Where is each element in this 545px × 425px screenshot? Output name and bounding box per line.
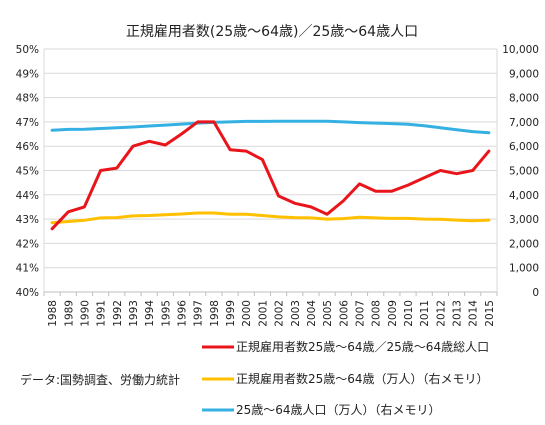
x-tick-label: 1988 <box>47 300 59 327</box>
x-tick-label: 1995 <box>160 300 172 327</box>
x-tick-label: 2011 <box>419 300 431 327</box>
x-tick-label: 1989 <box>63 300 75 327</box>
grid <box>44 48 497 293</box>
x-tick-label: 1999 <box>225 300 237 327</box>
x-tick-label: 2013 <box>452 300 464 327</box>
x-tick-label: 1993 <box>128 300 140 327</box>
plot-lines <box>50 119 491 231</box>
x-tick-label: 2005 <box>322 300 334 327</box>
x-tick-label: 1992 <box>112 300 124 327</box>
y-left-tick-label: 42% <box>16 238 39 250</box>
x-tick-label: 1997 <box>193 300 205 327</box>
x-tick-label: 1990 <box>79 300 91 327</box>
y-left-tick-label: 41% <box>16 263 39 275</box>
y-right-tick-label: 3,000 <box>509 214 539 226</box>
x-tick-label: 2010 <box>403 300 415 327</box>
y-left-tick-label: 49% <box>16 68 39 80</box>
y-right-tick-label: 5,000 <box>509 166 539 178</box>
y-left-tick-label: 48% <box>16 93 39 105</box>
legend-label-0: 正規雇用者数25歳～64歳／25歳～64歳総人口 <box>236 339 489 354</box>
x-tick-label: 1994 <box>144 300 156 327</box>
y-left-tick-label: 47% <box>16 117 39 129</box>
y-left-tick-label: 40% <box>16 287 39 299</box>
y-right-tick-label: 4,000 <box>509 190 539 202</box>
x-tick-label: 2001 <box>257 300 269 327</box>
x-tick-label: 2003 <box>290 300 302 327</box>
chart-title: 正規雇用者数(25歳～64歳)／25歳～64歳人口 <box>126 23 418 40</box>
x-tick-label: 2002 <box>274 300 286 327</box>
y-right-tick-label: 2,000 <box>509 238 539 250</box>
legend: 正規雇用者数25歳～64歳／25歳～64歳総人口正規雇用者数25歳～64歳（万人… <box>202 339 489 417</box>
x-tick-label: 2012 <box>435 300 447 327</box>
x-tick-label: 1996 <box>177 300 189 327</box>
source-note: データ:国勢調査、労働力統計 <box>20 372 180 387</box>
series-line-1 <box>50 211 491 225</box>
y-left-tick-label: 45% <box>16 166 39 178</box>
y-right-tick-label: 0 <box>532 287 539 299</box>
y-right-tick-label: 1,000 <box>509 263 539 275</box>
x-axis: 1988 1989 1990 1991 1992 1993 1994 1995 1996 1997… <box>43 291 498 327</box>
x-tick-label: 2004 <box>306 300 318 327</box>
x-tick-label: 2008 <box>371 300 383 327</box>
x-tick-label: 2009 <box>387 300 399 327</box>
x-tick-label: 2000 <box>241 300 253 327</box>
y-axis-left: 40% 41% 42% 43% 44% 45% 46% 47% 48% 49% 50% <box>16 44 45 299</box>
x-tick-label: 1991 <box>96 300 108 327</box>
x-tick-label: 2007 <box>354 300 366 327</box>
y-right-tick-label: 8,000 <box>509 93 539 105</box>
series-line-0 <box>50 120 491 231</box>
x-tick-label: 1998 <box>209 300 221 327</box>
y-left-tick-label: 43% <box>16 214 39 226</box>
x-tick-label: 2014 <box>468 300 480 327</box>
y-right-tick-label: 10,000 <box>502 44 539 56</box>
legend-label-2: 25歳～64歳人口（万人）（右メモリ） <box>236 402 441 417</box>
y-left-tick-label: 44% <box>16 190 39 202</box>
y-right-tick-label: 6,000 <box>509 141 539 153</box>
y-axis-right: 0 1,000 2,000 3,000 4,000 5,000 6,000 7,000 8,00… <box>496 44 539 299</box>
y-right-tick-label: 9,000 <box>509 68 539 80</box>
y-left-tick-label: 50% <box>16 44 39 56</box>
y-right-tick-label: 7,000 <box>509 117 539 129</box>
y-left-tick-label: 46% <box>16 141 39 153</box>
x-tick-label: 2006 <box>338 300 350 327</box>
series-line-2 <box>50 119 491 135</box>
legend-label-1: 正規雇用者数25歳～64歳（万人）（右メモリ） <box>236 371 489 386</box>
x-tick-label: 2015 <box>484 300 496 327</box>
